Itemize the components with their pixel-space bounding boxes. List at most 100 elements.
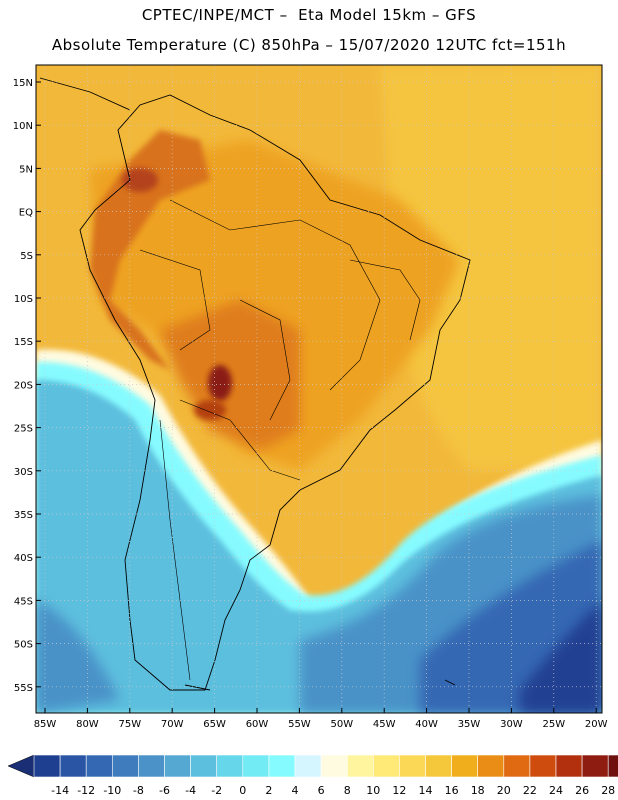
colorbar-box	[59, 754, 87, 778]
lon-label: 85W	[34, 719, 57, 730]
lat-label: EQ	[19, 208, 33, 219]
border-brazil-north	[169, 199, 381, 391]
longitude-labels: 85W 80W 75W 70W 65W 60W 55W 50W 45W 40W 35W 30W 25W 2…	[34, 719, 608, 730]
colorbar-box	[607, 754, 618, 778]
colorbar-box	[85, 754, 113, 778]
lat-label: 55S	[14, 683, 33, 694]
colorbar-label: -10	[103, 784, 121, 797]
lon-label: 40W	[415, 719, 438, 730]
colorbar-label: 14	[419, 784, 433, 797]
colorbar-label: -8	[133, 784, 144, 797]
colorbar-box	[346, 754, 374, 778]
lat-label: 15S	[14, 337, 33, 348]
lon-label: 60W	[246, 719, 269, 730]
colorbar-label: 4	[292, 784, 299, 797]
lon-label: 65W	[203, 719, 226, 730]
colorbar-label: 10	[366, 784, 380, 797]
colorbar-box	[477, 754, 505, 778]
colorbar-box	[294, 754, 322, 778]
field-land-warm	[90, 140, 460, 470]
lat-label: 40S	[14, 553, 33, 564]
border-chile-argentina	[159, 419, 191, 681]
central-america-outline	[39, 77, 131, 111]
lat-label: 45S	[14, 596, 33, 607]
colorbar-label: 2	[265, 784, 272, 797]
lon-label: 50W	[330, 719, 353, 730]
lat-label: 10N	[13, 121, 33, 132]
colorbar-box	[242, 754, 270, 778]
colorbar-box	[320, 754, 348, 778]
south-america-outline	[79, 94, 471, 691]
colorbar-box	[425, 754, 452, 778]
colorbar-box	[33, 754, 61, 778]
falklands-outline	[444, 679, 456, 686]
lon-label: 70W	[161, 719, 184, 730]
colorbar-box	[451, 754, 479, 778]
lat-label: 5N	[19, 164, 33, 175]
colorbar-label: 18	[471, 784, 485, 797]
colorbar-box	[529, 754, 557, 778]
field-andes-hot	[90, 130, 210, 370]
lon-label: 25W	[542, 719, 565, 730]
colorbar-label: -12	[77, 784, 95, 797]
field-north-andes-hot	[122, 168, 158, 192]
lat-label: 35S	[14, 510, 33, 521]
colorbar-label: -6	[159, 784, 170, 797]
field-hot-spot	[194, 400, 226, 420]
map-frame	[35, 64, 603, 714]
lat-label: 5S	[20, 251, 33, 262]
longitude-ticks	[44, 708, 597, 713]
temperature-map: 15N 10N 5N EQ 5S 10S 15S 20S 25S 30S 35S 40S 45S 50S 5…	[13, 64, 608, 730]
lat-label: 30S	[14, 467, 33, 478]
latitude-labels: 15N 10N 5N EQ 5S 10S 15S 20S 25S 30S 35S 40S 45S 50S 5…	[13, 78, 33, 694]
colorbar-labels: -14 -12 -10 -8 -6 -4 -2 0 2 4 6 8 10 12 14 16 18 20 22 24 26…	[51, 784, 615, 797]
latitude-ticks	[36, 81, 41, 688]
colorbar-label: 28	[601, 784, 615, 797]
field-atlantic-warm	[380, 65, 602, 470]
colorbar-box	[112, 754, 139, 778]
colorbar-label: 12	[392, 784, 406, 797]
field-peak-hot	[208, 365, 232, 401]
colorbar-box	[555, 754, 583, 778]
lon-label: 45W	[373, 719, 396, 730]
lat-label: 25S	[14, 424, 33, 435]
colorbar-box	[216, 754, 244, 778]
colorbar-box	[503, 754, 531, 778]
colorbar-label: 24	[549, 784, 563, 797]
colorbar-boxes	[7, 754, 618, 778]
field-coldest-band	[520, 600, 602, 713]
lon-label: 80W	[76, 719, 99, 730]
colorbar-label: 22	[523, 784, 537, 797]
lon-label: 55W	[288, 719, 311, 730]
lat-label: 10S	[14, 294, 33, 305]
lat-label: 15N	[13, 78, 33, 89]
colorbar-label: 26	[575, 784, 589, 797]
colorbar: -14 -12 -10 -8 -6 -4 -2 0 2 4 6 8 10 12 14 16 18 20 22 24 26…	[7, 754, 618, 797]
lon-label: 20W	[585, 719, 608, 730]
grid-lines	[36, 65, 602, 713]
colorbar-box	[268, 754, 296, 778]
border-brazil-bolivia	[239, 299, 291, 421]
lat-label: 20S	[14, 380, 33, 391]
colorbar-label: 0	[239, 784, 246, 797]
colorbar-label: 20	[497, 784, 511, 797]
colorbar-label: -2	[211, 784, 222, 797]
border-peru-bolivia	[139, 249, 211, 351]
colorbar-label: 8	[344, 784, 351, 797]
colorbar-label: -14	[51, 784, 69, 797]
colorbar-box	[372, 754, 400, 778]
colorbar-label: 16	[445, 784, 459, 797]
title-line-1: CPTEC/INPE/MCT – Eta Model 15km – GFS	[141, 6, 477, 24]
colorbar-under-arrow	[7, 754, 35, 778]
colorbar-label: 6	[318, 784, 325, 797]
title-line-2: Absolute Temperature (C) 850hPa – 15/07/…	[51, 36, 567, 54]
lon-label: 75W	[118, 719, 141, 730]
colorbar-box	[581, 754, 609, 778]
lat-label: 50S	[14, 640, 33, 651]
colorbar-box	[138, 754, 165, 778]
field-pacific-cold	[36, 600, 120, 713]
lon-label: 35W	[458, 719, 481, 730]
lon-label: 30W	[500, 719, 523, 730]
country-borders	[139, 199, 421, 681]
coastlines	[39, 77, 471, 691]
